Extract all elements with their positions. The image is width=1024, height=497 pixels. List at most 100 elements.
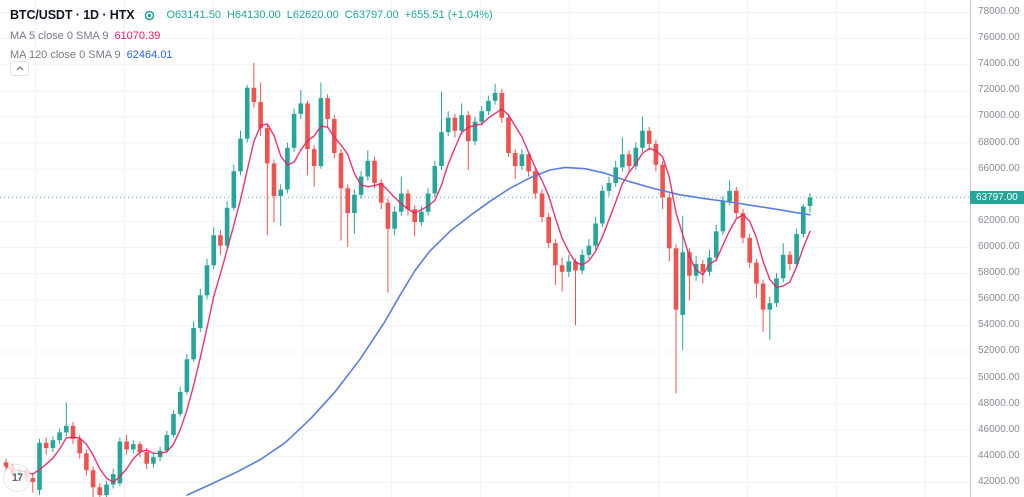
candle-body [238, 138, 243, 172]
candle-body [191, 327, 196, 360]
candle-body [231, 171, 237, 208]
axis-tick-label: 72000.00 [978, 84, 1020, 96]
axis-tick-label: 42000.00 [978, 476, 1020, 487]
axis-tick-label: 50000.00 [978, 371, 1020, 383]
candle-body [43, 442, 49, 449]
collapse-legend-button[interactable] [10, 61, 29, 76]
candle-body [546, 216, 551, 244]
indicator-row-ma120[interactable]: MA 120 close 0 SMA 9 62464.01 [10, 48, 493, 62]
axis-tick-label: 76000.00 [978, 32, 1020, 44]
candle-body [352, 194, 357, 214]
candle-body [104, 484, 109, 496]
watermark-glyph: 17 [11, 472, 23, 484]
candle-body [258, 102, 263, 129]
candle-body [559, 265, 565, 272]
candle-body [70, 425, 76, 439]
candle-body [626, 154, 632, 167]
current-price-label: 63797.00 [970, 190, 1024, 204]
candle-body [533, 171, 538, 194]
candle-body [137, 444, 143, 452]
candle-body [84, 453, 89, 471]
candle-body [372, 160, 377, 184]
candle-body [311, 149, 317, 167]
candle-body [794, 233, 799, 264]
candle-body [734, 190, 739, 214]
candle-body [613, 167, 618, 184]
candle-body [50, 440, 56, 449]
tradingview-watermark-logo: 17 [3, 464, 31, 492]
ohlc-values: O63141.50 H64130.00 L62620.00 C63797.00 … [167, 9, 493, 21]
axis-tick-label: 44000.00 [978, 449, 1020, 461]
market-status-icon[interactable] [144, 10, 155, 21]
candle-body [459, 115, 464, 131]
ma5-line [5, 108, 811, 483]
candle-body [399, 193, 404, 212]
axis-tick-label: 74000.00 [978, 58, 1020, 70]
axis-tick-label: 60000.00 [978, 241, 1020, 252]
candle-body [600, 190, 605, 224]
candle-body [265, 128, 270, 164]
candle-body [177, 391, 183, 415]
candle-body [392, 211, 397, 229]
ohlc-open: O63141.50 [166, 9, 221, 21]
candle-body [298, 103, 304, 114]
candle-body [285, 147, 290, 190]
candle-body [110, 474, 116, 485]
candle-body [338, 153, 344, 189]
ma5-label: MA 5 close 0 SMA 9 [10, 30, 109, 42]
candle-body [378, 183, 384, 203]
axis-tick-label: 56000.00 [978, 293, 1020, 305]
candle-body [77, 438, 82, 454]
candle-body [218, 235, 223, 246]
candle-body [593, 223, 598, 246]
candle-body [673, 248, 679, 310]
candle-body [425, 193, 431, 212]
candle-body [271, 163, 277, 197]
candle-body [64, 425, 69, 433]
candle-body [767, 303, 773, 310]
axis-tick-label: 68000.00 [978, 136, 1020, 148]
candle-body [37, 442, 42, 490]
candle-body [573, 261, 578, 271]
price-axis[interactable]: 78000.00 76000.00 74000.00 72000.00 70000.00… [970, 0, 1024, 497]
candle-body [472, 121, 478, 142]
candle-body [97, 487, 103, 496]
indicator-row-ma5[interactable]: MA 5 close 0 SMA 9 61070.39 [10, 29, 493, 43]
candle-body [144, 451, 149, 464]
axis-tick-label: 70000.00 [978, 110, 1020, 122]
candle-body [801, 206, 806, 234]
candle-body [774, 278, 779, 304]
candle-body [385, 202, 391, 229]
ohlc-close: C63797.00 [344, 9, 399, 21]
symbol-row: BTC/USDT · 1D · HTX O63141.50 H64130.00 … [10, 6, 493, 24]
ma120-line [186, 166, 811, 496]
candle-body [184, 359, 190, 392]
axis-tick-label: 78000.00 [978, 6, 1020, 17]
candle-body [204, 265, 210, 296]
axis-tick-label: 48000.00 [978, 397, 1020, 409]
candle-body [365, 160, 371, 177]
symbol-title[interactable]: BTC/USDT · 1D · HTX [10, 8, 135, 22]
ohlc-low: L62620.00 [286, 9, 339, 21]
candle-body [291, 113, 297, 148]
candle-body [807, 197, 813, 206]
candle-body [345, 188, 350, 214]
candle-body [747, 237, 752, 263]
candle-body [653, 143, 659, 165]
candle-body [117, 441, 123, 484]
axis-tick-label: 58000.00 [978, 267, 1020, 279]
candle-body [224, 207, 230, 246]
candle-body [211, 235, 216, 266]
axis-tick-label: 54000.00 [978, 319, 1020, 331]
ma120-value: 62464.01 [126, 49, 173, 61]
candle-body [780, 254, 786, 279]
candle-body [620, 154, 625, 168]
candle-body [57, 432, 62, 441]
candle-body [439, 132, 444, 167]
candle-body [405, 193, 411, 210]
candle-body [412, 209, 417, 223]
axis-tick-label: 66000.00 [978, 162, 1020, 174]
candle-body [512, 153, 518, 167]
candle-body [452, 117, 458, 131]
